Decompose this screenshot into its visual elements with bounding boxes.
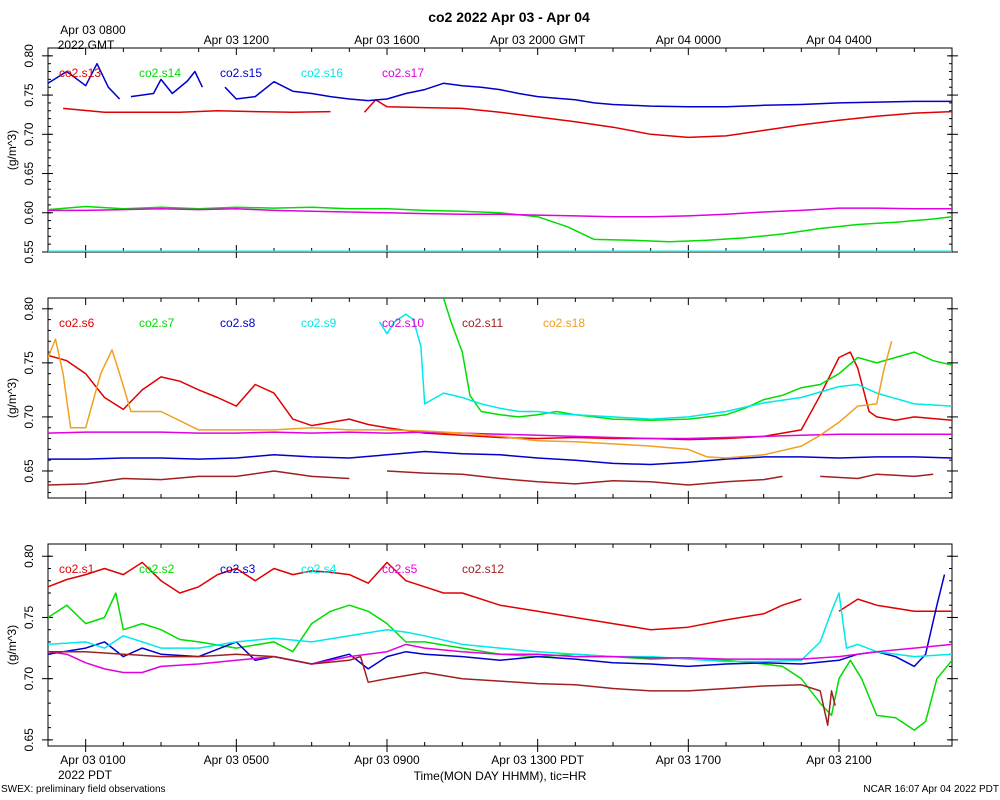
y-tick-label: 0.80 — [22, 544, 36, 568]
panel-2: 0.65 0.70 0.75 0.80 (g/m^3) co2.s6 co2.s7 co2.s… — [5, 297, 958, 504]
bottom-axis-label: Apr 03 2100 — [806, 753, 872, 767]
panel-3: 0.65 0.70 0.75 0.80 (g/m^3) co2.s1 co2.s2 co2.s… — [5, 543, 958, 752]
legend-co2-s5: co2.s5 — [382, 562, 418, 576]
series-group — [48, 561, 952, 731]
bottom-axis-label: Apr 03 0900 — [354, 753, 420, 767]
y-tick-label: 0.80 — [22, 297, 36, 321]
series-line-co2-s11-seg2 — [820, 473, 934, 480]
top-axis-first-label-line2: 2022 GMT — [58, 38, 115, 52]
legend-co2-s11: co2.s11 — [462, 316, 503, 330]
y-tick-label: 0.55 — [22, 240, 36, 264]
y-tick-label: 0.70 — [22, 122, 36, 146]
legend-co2-s15: co2.s15 — [220, 66, 262, 80]
y-axis-label: (g/m^3) — [5, 625, 19, 665]
legend-co2-s7: co2.s7 — [139, 316, 175, 330]
legend-co2-s18: co2.s18 — [543, 316, 585, 330]
series-line-co2-s9 — [378, 313, 952, 420]
y-tick-label: 0.80 — [22, 44, 36, 68]
legend-co2-s3: co2.s3 — [220, 562, 256, 576]
series-line-co2-s1-seg1 — [838, 598, 952, 613]
top-axis-first-label-line1: Apr 03 0800 — [60, 23, 126, 37]
legend-co2-s1: co2.s1 — [59, 562, 95, 576]
y-tick-label: 0.65 — [22, 728, 36, 752]
series-line-co2-s15-seg1 — [130, 70, 204, 98]
series-line-co2-s14 — [48, 205, 952, 243]
legend-co2-s8: co2.s8 — [220, 316, 256, 330]
y-tick-label: 0.65 — [22, 162, 36, 186]
series-group — [48, 62, 952, 252]
legend-co2-s6: co2.s6 — [59, 316, 95, 330]
series-line-co2-s5 — [48, 643, 952, 674]
bottom-axis-label: Apr 03 0500 — [204, 753, 270, 767]
y-tick-label: 0.65 — [22, 459, 36, 483]
series-group — [48, 298, 952, 486]
series-line-co2-s15 — [48, 62, 121, 100]
y-tick-label: 0.75 — [22, 83, 36, 107]
top-axis-label: Apr 03 1600 — [354, 33, 420, 47]
y-tick-label: 0.75 — [22, 351, 36, 375]
top-axis-label: Apr 04 0400 — [806, 33, 872, 47]
series-line-co2-s17 — [48, 207, 952, 218]
series-line-co2-s8 — [48, 450, 952, 466]
bottom-axis-label: Apr 03 1700 — [656, 753, 722, 767]
legend-co2-s2: co2.s2 — [139, 562, 175, 576]
series-line-co2-s3 — [48, 574, 946, 670]
legend-co2-s9: co2.s9 — [301, 316, 337, 330]
legend-co2-s17: co2.s17 — [382, 66, 424, 80]
y-tick-label: 0.70 — [22, 667, 36, 691]
bottom-axis-label: Apr 03 1300 PDT — [491, 753, 584, 767]
series-line-co2-s2 — [48, 592, 952, 731]
top-axis-label: Apr 03 2000 GMT — [490, 33, 586, 47]
legend-co2-s16: co2.s16 — [301, 66, 343, 80]
legend-co2-s10: co2.s10 — [382, 316, 424, 330]
panel-1: 0.55 0.60 0.65 0.70 0.75 0.80 (g/m^3) co2.s13 co… — [5, 44, 958, 264]
series-line-co2-s1 — [48, 561, 802, 631]
plot-frame — [47, 47, 953, 253]
series-line-co2-s4 — [48, 592, 952, 663]
top-axis-label: Apr 04 0000 — [656, 33, 722, 47]
legend-co2-s12: co2.s12 — [462, 562, 504, 576]
series-line-co2-s15-seg2 — [224, 80, 952, 108]
series-line-co2-s18 — [48, 338, 893, 459]
series-line-co2-s11 — [48, 470, 350, 486]
series-line-co2-s12 — [48, 650, 836, 726]
y-tick-label: 0.60 — [22, 201, 36, 225]
series-line-co2-s11-seg1 — [386, 470, 783, 486]
bottom-axis-first-label-line2: 2022 PDT — [58, 768, 113, 782]
series-line-co2-s13 — [63, 107, 331, 114]
legend-co2-s13: co2.s13 — [59, 66, 101, 80]
legend-co2-s14: co2.s14 — [139, 66, 181, 80]
y-axis-label: (g/m^3) — [5, 378, 19, 418]
footer-left: SWEX: preliminary field observations — [1, 784, 166, 795]
x-axis-label: Time(MON DAY HHMM), tic=HR — [414, 769, 587, 783]
series-line-co2-s6 — [48, 351, 952, 441]
y-axis-label: (g/m^3) — [5, 130, 19, 170]
y-tick-label: 0.75 — [22, 605, 36, 629]
series-line-co2-s7 — [442, 298, 952, 421]
top-axis-label: Apr 03 1200 — [204, 33, 270, 47]
bottom-axis-first-label-line1: Apr 03 0100 — [60, 753, 126, 767]
legend-co2-s4: co2.s4 — [301, 562, 337, 576]
footer-right: NCAR 16:07 Apr 04 2022 PDT — [863, 784, 999, 795]
series-line-co2-s13-seg1 — [363, 99, 952, 139]
y-tick-label: 0.70 — [22, 405, 36, 429]
chart-title: co2 2022 Apr 03 - Apr 04 — [428, 9, 590, 25]
series-line-co2-s10 — [48, 431, 952, 440]
